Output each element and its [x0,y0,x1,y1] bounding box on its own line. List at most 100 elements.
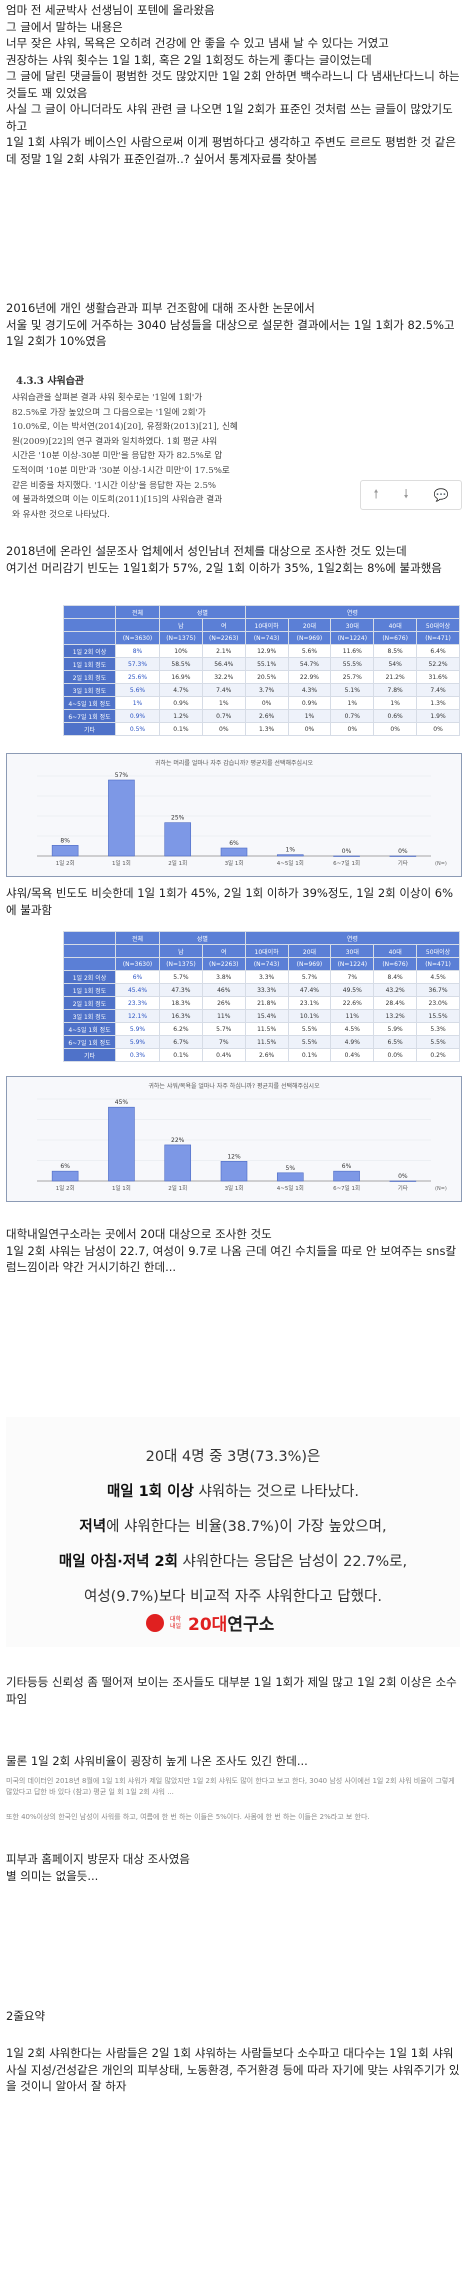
banner-text: 샤워하는 것으로 나타났다. [193,1484,360,1500]
table-cell: 21.2% [373,670,418,684]
banner-emph: 매일 1회 이상 [106,1484,194,1500]
bar [164,1144,192,1182]
hdr-age: 연령 [244,931,461,945]
table-cell: 4.9% [330,1035,375,1049]
table-row: 3일 1회 정도 5.6% 4.7% 7.4% 3.7% 4.3% 5.1% 7.8% 7.4% [63,683,460,697]
hairwash-chart-svg: 8% 1일 2회 57% 1일 1회 25% 2일 1회 6% 3일 1회 1% 4~5일 1회 0… [37,772,447,867]
bar [164,822,192,857]
table-cell: 6~7일 1회 정도 [63,1035,116,1049]
data-label: 6% [342,1163,352,1170]
table-cell: (N=471) [416,957,460,971]
table-cell: 1.3% [244,722,289,736]
table-cell: 16.9% [159,670,203,684]
table-cell: 6.4% [416,644,460,658]
table-cell: 47.3% [159,983,203,997]
table-cell: 남 [159,944,203,958]
table-cell: 2.6% [244,709,289,723]
table-cell: 4.5% [416,970,460,984]
table-cell: 기타 [63,1048,116,1062]
table-cell: 5.3% [416,1022,460,1036]
table-cell: (N=1224) [330,631,375,645]
table-cell: 10대이하 [244,618,289,632]
hdr-total: 전체 [115,931,160,945]
table-cell: 여 [201,618,246,632]
hdr-gender: 성별 [159,605,246,619]
table-cell: 0.2% [416,1048,460,1062]
table-cell: 0.1% [159,1048,203,1062]
table-row: 1일 2회 이상 6% 5.7% 3.8% 3.3% 5.7% 7% 8.4% 4.5% [63,970,460,984]
table-cell: 15.5% [416,1009,460,1023]
downvote-icon[interactable]: 🠗 [403,486,409,501]
table-cell: 12.1% [115,1009,160,1023]
table-cell [63,931,116,945]
table-cell: 23.0% [416,996,460,1010]
hairwash-table: 전체 성별 연령 남 여 10대이하 20대 30대 40대 50대이상 (N=3630) (N=13… [63,605,461,736]
table-cell: 6.7% [159,1035,203,1049]
research-banner: 20대 4명 중 3명(73.3%)은 매일 1회 이상 샤워하는 것으로 나타… [6,1417,460,1647]
section-univ-text: 대학내일연구소라는 곳에서 20대 대상으로 조사한 것도 1일 2회 샤워는 … [6,1227,457,1274]
table-cell: 1.9% [416,709,460,723]
table-cell: 0% [373,722,418,736]
table-cell: 1% [201,696,246,710]
section-other-text: 기타등등 신뢰성 좀 떨어져 보이는 조사들도 대부분 1일 1회가 제일 많고… [6,1675,457,1706]
table-cell: (N=969) [287,957,332,971]
table-cell: 1일 2회 이상 [63,970,116,984]
hdr-age: 연령 [244,605,461,619]
table-cell: 0.1% [287,1048,332,1062]
bar [220,847,248,857]
table-cell: 23.1% [287,996,332,1010]
table-cell: 3일 1회 정도 [63,1009,116,1023]
table-cell: 4~5일 1회 정도 [63,1022,116,1036]
bar [389,1180,417,1182]
upvote-icon[interactable]: 🠕 [373,486,379,501]
table-cell: 11.5% [244,1022,289,1036]
table-cell: 0.3% [115,1048,160,1062]
table-cell: 13.2% [373,1009,418,1023]
table-cell: 6~7일 1회 정도 [63,709,116,723]
table-cell: (N=743) [244,631,289,645]
summary-text: 1일 2회 샤워한다는 사람들은 2일 1회 샤워하는 사람들보다 소수파고 대… [6,2046,460,2093]
data-label: 22% [171,1137,185,1144]
tick-label: 1일 1회 [112,1184,131,1192]
logo-mark-icon [146,1613,164,1632]
table-cell: 33.3% [244,983,289,997]
tick-label: 기타 [398,1184,408,1192]
bar [276,854,304,857]
table-cell: 0.7% [330,709,375,723]
logo-big-text-2: 연구소 [227,1615,275,1635]
banner-text: 샤워한다는 응답은 남성이 22.7%로, [177,1554,408,1570]
table-cell: 5.9% [115,1035,160,1049]
paper-body: 샤워습관을 살펴본 결과 샤워 횟수로는 '1일에 1회'가 82.5%로 가장… [12,393,238,520]
tick-label: 6~7일 1회 [333,1184,360,1192]
table-cell: 11.5% [244,1035,289,1049]
bar [108,779,135,857]
bar [51,1170,79,1182]
table-cell: 32.2% [201,670,246,684]
tick-label: 2일 1회 [168,859,187,867]
table-cell: 1% [373,696,418,710]
table-cell: 2.6% [244,1048,289,1062]
data-label: 0% [342,848,352,855]
hdr-total: 전체 [115,605,160,619]
section-web-text: 피부과 홈페이지 방문자 대상 조사였음 별 의미는 없을듯... [6,1852,190,1883]
table-cell: 1.2% [159,709,203,723]
table-cell: 0% [244,696,289,710]
chart-title: 귀하는 머리를 얼마나 자주 감습니까? 평균치를 선택해주십시오 [154,760,314,767]
axis-unit-label: (N=) [435,861,447,867]
comment-icon[interactable]: 💬 [433,488,449,502]
table-cell: 46% [201,983,246,997]
tick-label: 3일 1회 [225,1184,244,1192]
hdr-gender: 성별 [159,931,246,945]
table-cell: 16.3% [159,1009,203,1023]
table-cell: 52.2% [416,657,460,671]
paper-excerpt: 4.3.3 샤워습관 샤워습관을 살펴본 결과 샤워 횟수로는 '1일에 1회'… [6,372,318,524]
table-cell: 31.6% [416,670,460,684]
table-cell: 3.3% [244,970,289,984]
table-cell [63,605,116,619]
axis-unit-label: (N=) [435,1186,447,1192]
table-cell: 0.7% [201,709,246,723]
table-cell: 1% [287,709,332,723]
table-row: 1일 2회 이상 8% 10% 2.1% 12.9% 5.6% 11.6% 8.5% 6.4% [63,644,460,658]
table-cell: 45.4% [115,983,160,997]
table-cell: 남 [159,618,203,632]
